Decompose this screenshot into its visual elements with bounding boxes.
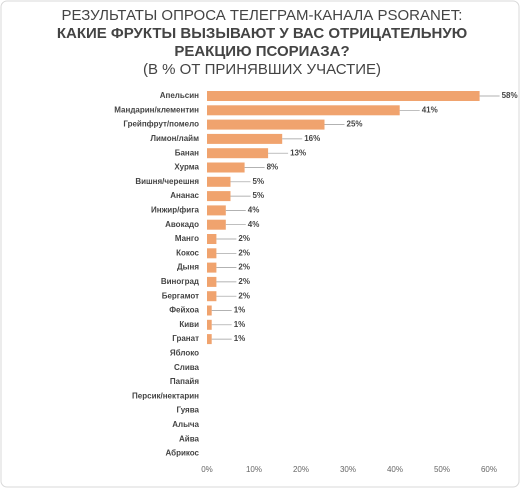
y-tick-label: Инжир/фига [151,206,200,215]
y-tick-label: Яблоко [170,349,199,358]
x-tick-label: 20% [293,465,309,474]
bar [207,248,217,259]
data-label: 1% [234,306,246,315]
y-tick-label: Папайя [170,377,199,386]
data-label: 2% [238,291,250,300]
y-tick-label: Авокадо [165,220,199,229]
data-label: 1% [234,320,246,329]
y-tick-label: Гуява [176,406,199,415]
y-tick-label: Банан [175,148,199,157]
bar [207,119,325,130]
bar [207,91,480,101]
data-label: 58% [502,91,518,100]
bar [207,334,212,345]
data-label: 5% [253,191,265,200]
y-tick-label: Дыня [177,263,199,272]
y-tick-label: Бергамот [162,291,199,300]
data-label: 4% [248,220,260,229]
y-tick-label: Кокос [176,248,199,257]
y-tick-label: Киви [179,320,199,329]
y-tick-label: Манго [175,234,199,243]
bar [207,105,400,116]
data-label: 2% [238,248,250,257]
bar [207,291,217,302]
x-tick-label: 60% [481,465,497,474]
data-label: 2% [238,234,250,243]
chart-title: РЕАКЦИЮ ПСОРИАЗА? [174,43,349,60]
data-label: 4% [248,206,260,215]
data-label: 8% [267,163,279,172]
bar [207,162,245,173]
data-label: 13% [290,148,306,157]
y-tick-label: Персик/нектарин [132,391,199,400]
bar [207,234,217,244]
bar [207,133,283,144]
bar [207,262,217,273]
x-tick-label: 50% [434,465,450,474]
x-tick-label: 0% [201,465,213,474]
chart-subtitle: (В % ОТ ПРИНЯВШИХ УЧАСТИЕ) [143,61,381,78]
y-tick-label: Грейпфрут/помело [123,120,199,129]
y-tick-label: Алыча [172,420,199,429]
bar [207,205,226,216]
y-tick-label: Гранат [172,334,199,343]
y-tick-label: Виноград [161,277,199,286]
y-tick-label: Вишня/черешня [135,177,199,186]
y-tick-label: Лимон/лайм [150,134,199,143]
chart-title: РЕЗУЛЬТАТЫ ОПРОСА ТЕЛЕГРАМ-КАНАЛА PSORAN… [62,7,463,24]
y-tick-label: Мандарин/клементин [114,105,199,114]
y-tick-label: Айва [179,434,200,443]
chart-title: КАКИЕ ФРУКТЫ ВЫЗЫВАЮТ У ВАС ОТРИЦАТЕЛЬНУ… [57,25,467,42]
bar [207,176,231,187]
x-tick-label: 30% [340,465,356,474]
data-label: 41% [422,105,438,114]
y-tick-label: Хурма [174,163,199,172]
data-label: 16% [304,134,320,143]
data-label: 1% [234,334,246,343]
data-label: 25% [347,120,363,129]
y-tick-label: Слива [174,363,200,372]
x-tick-label: 10% [246,465,262,474]
y-tick-label: Фейхоа [169,306,199,315]
data-label: 2% [238,277,250,286]
bar [207,276,217,287]
bar [207,191,231,202]
data-label: 2% [238,263,250,272]
y-tick-label: Ананас [170,191,199,200]
y-tick-label: Абрикос [165,449,199,458]
bar [207,319,212,330]
bar [207,148,269,159]
bar [207,305,212,316]
y-tick-label: Апельсин [160,91,199,100]
x-tick-label: 40% [387,465,403,474]
data-label: 5% [253,177,265,186]
bar [207,219,226,230]
